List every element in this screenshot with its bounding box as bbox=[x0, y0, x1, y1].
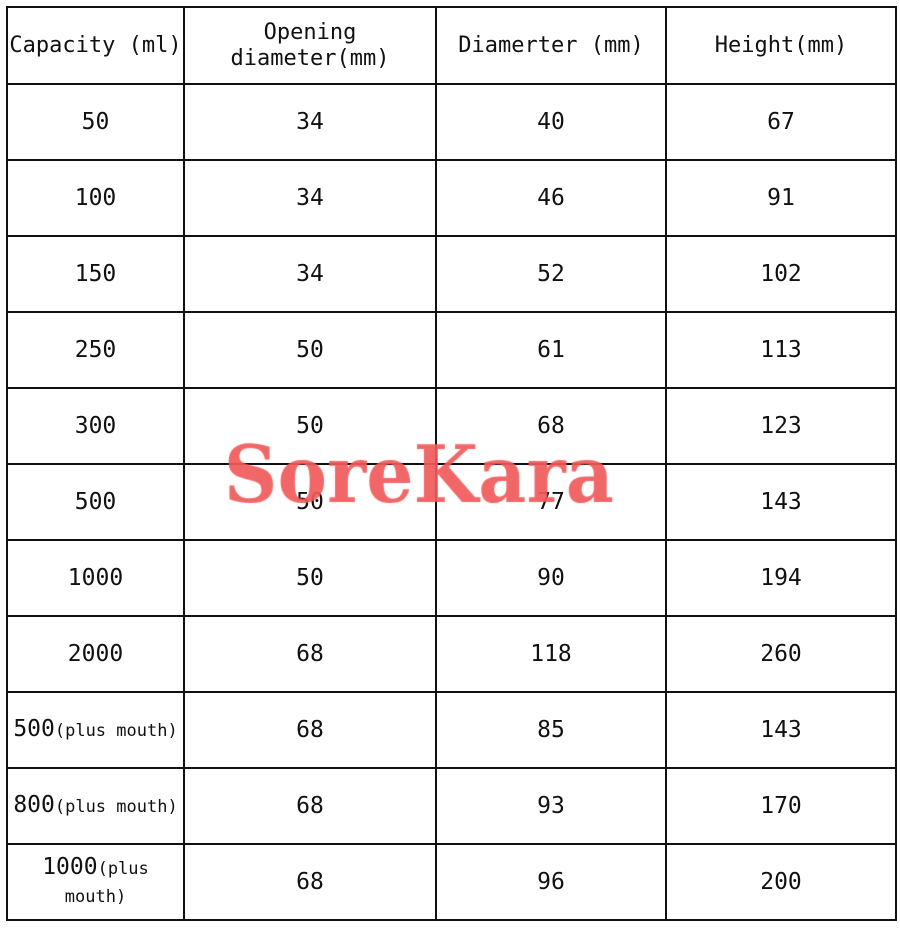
capacity-value: 150 bbox=[74, 261, 117, 287]
cell-height: 170 bbox=[665, 767, 897, 845]
table-row: 50 34 40 67 bbox=[6, 83, 897, 161]
cell-height: 91 bbox=[665, 159, 897, 237]
cell-capacity: 150 bbox=[6, 235, 185, 313]
cell-diameter: 118 bbox=[435, 615, 667, 693]
cell-opening: 50 bbox=[183, 463, 437, 541]
cell-height: 67 bbox=[665, 83, 897, 161]
cell-height: 113 bbox=[665, 311, 897, 389]
cell-opening: 34 bbox=[183, 83, 437, 161]
cell-opening: 68 bbox=[183, 843, 437, 921]
cell-opening: 68 bbox=[183, 615, 437, 693]
table-row: 300 50 68 123 bbox=[6, 387, 897, 465]
cell-height: 260 bbox=[665, 615, 897, 693]
cell-capacity: 250 bbox=[6, 311, 185, 389]
cell-capacity: 100 bbox=[6, 159, 185, 237]
capacity-value: 2000 bbox=[67, 641, 124, 667]
cell-diameter: 96 bbox=[435, 843, 667, 921]
table-row: 500(plus mouth) 68 85 143 bbox=[6, 691, 897, 769]
cell-diameter: 90 bbox=[435, 539, 667, 617]
header-row: Capacity (ml) Opening diameter(mm) Diame… bbox=[6, 6, 897, 85]
cell-height: 143 bbox=[665, 463, 897, 541]
cell-opening: 50 bbox=[183, 387, 437, 465]
cell-height: 143 bbox=[665, 691, 897, 769]
capacity-value: 250 bbox=[74, 337, 117, 363]
cell-capacity: 2000 bbox=[6, 615, 185, 693]
cell-opening: 68 bbox=[183, 691, 437, 769]
table-row: 100 34 46 91 bbox=[6, 159, 897, 237]
capacity-value: 500 bbox=[74, 489, 117, 515]
capacity-note: (plus mouth) bbox=[54, 721, 178, 741]
cell-capacity: 300 bbox=[6, 387, 185, 465]
header-diameter: Diamerter (mm) bbox=[435, 6, 667, 85]
cell-height: 123 bbox=[665, 387, 897, 465]
header-height: Height(mm) bbox=[665, 6, 897, 85]
cell-opening: 50 bbox=[183, 539, 437, 617]
table-row: 2000 68 118 260 bbox=[6, 615, 897, 693]
table-row: 1000(plus mouth) 68 96 200 bbox=[6, 843, 897, 921]
spec-table: Capacity (ml) Opening diameter(mm) Diame… bbox=[6, 6, 897, 921]
cell-diameter: 68 bbox=[435, 387, 667, 465]
capacity-note: (plus mouth) bbox=[54, 797, 178, 817]
cell-diameter: 93 bbox=[435, 767, 667, 845]
cell-height: 194 bbox=[665, 539, 897, 617]
cell-diameter: 52 bbox=[435, 235, 667, 313]
capacity-value: 1000 bbox=[67, 565, 124, 591]
cell-diameter: 40 bbox=[435, 83, 667, 161]
cell-capacity: 1000(plus mouth) bbox=[6, 843, 185, 921]
capacity-value: 100 bbox=[74, 185, 117, 211]
capacity-value: 500 bbox=[13, 716, 55, 742]
cell-capacity: 500 bbox=[6, 463, 185, 541]
cell-diameter: 61 bbox=[435, 311, 667, 389]
cell-opening: 34 bbox=[183, 159, 437, 237]
capacity-value: 1000 bbox=[42, 854, 98, 880]
cell-opening: 34 bbox=[183, 235, 437, 313]
cell-diameter: 85 bbox=[435, 691, 667, 769]
header-opening-diameter: Opening diameter(mm) bbox=[183, 6, 437, 85]
table-row: 800(plus mouth) 68 93 170 bbox=[6, 767, 897, 845]
table-row: 500 50 77 143 bbox=[6, 463, 897, 541]
cell-diameter: 46 bbox=[435, 159, 667, 237]
cell-height: 200 bbox=[665, 843, 897, 921]
cell-opening: 68 bbox=[183, 767, 437, 845]
cell-height: 102 bbox=[665, 235, 897, 313]
table-row: 250 50 61 113 bbox=[6, 311, 897, 389]
cell-opening: 50 bbox=[183, 311, 437, 389]
cell-capacity: 1000 bbox=[6, 539, 185, 617]
cell-capacity: 500(plus mouth) bbox=[6, 691, 185, 769]
capacity-value: 300 bbox=[74, 413, 117, 439]
cell-capacity: 50 bbox=[6, 83, 185, 161]
cell-diameter: 77 bbox=[435, 463, 667, 541]
header-capacity: Capacity (ml) bbox=[6, 6, 185, 85]
table-row: 1000 50 90 194 bbox=[6, 539, 897, 617]
capacity-value: 800 bbox=[13, 792, 55, 818]
cell-capacity: 800(plus mouth) bbox=[6, 767, 185, 845]
table-row: 150 34 52 102 bbox=[6, 235, 897, 313]
capacity-note: (plus mouth) bbox=[64, 859, 149, 907]
capacity-value: 50 bbox=[81, 109, 110, 135]
